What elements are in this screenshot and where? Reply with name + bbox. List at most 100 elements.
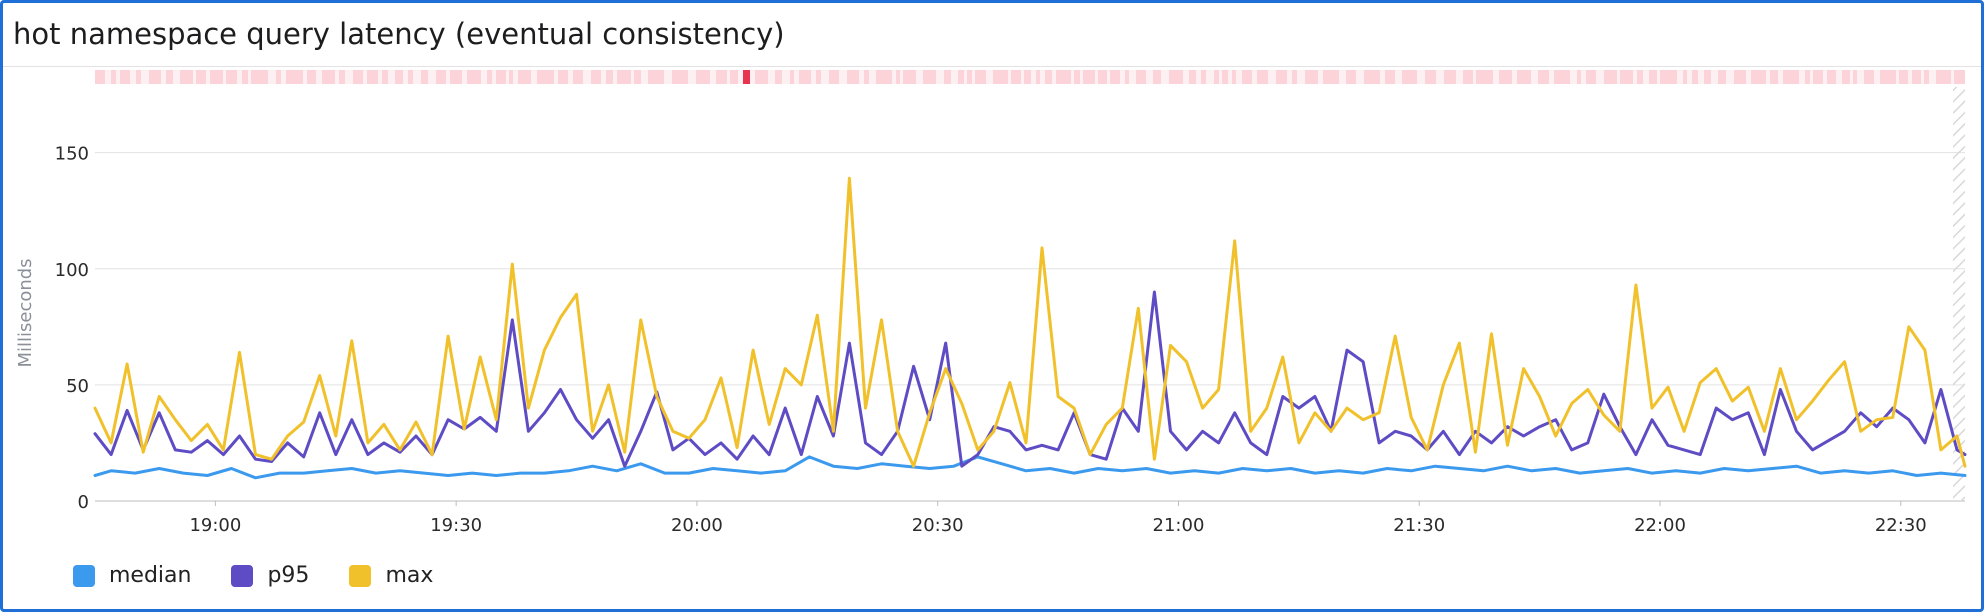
event-segment-62[interactable] <box>1036 70 1040 84</box>
event-segment-120[interactable] <box>1924 70 1929 84</box>
event-segment-10[interactable] <box>242 70 248 84</box>
event-segment-88[interactable] <box>1425 70 1436 84</box>
event-segment-102[interactable] <box>1660 70 1677 84</box>
event-segment-63[interactable] <box>1045 70 1052 84</box>
event-segment-89[interactable] <box>1444 70 1456 84</box>
event-segment-21[interactable] <box>408 70 413 84</box>
event-segment-53[interactable] <box>903 70 916 84</box>
event-segment-86[interactable] <box>1385 70 1395 84</box>
event-segment-69[interactable] <box>1125 70 1129 84</box>
event-segment-92[interactable] <box>1499 70 1512 84</box>
event-segment-105[interactable] <box>1704 70 1711 84</box>
event-segment-16[interactable] <box>339 70 345 84</box>
event-segment-39[interactable] <box>696 70 710 84</box>
event-segment-22[interactable] <box>421 70 428 84</box>
event-segment-60[interactable] <box>1011 70 1021 84</box>
event-segment-28[interactable] <box>509 70 513 84</box>
event-segment-74[interactable] <box>1201 70 1206 84</box>
event-segment-59[interactable] <box>993 70 1008 84</box>
event-segment-115[interactable] <box>1853 70 1857 84</box>
series-line-p95[interactable] <box>93 290 1967 468</box>
event-segment-25[interactable] <box>467 70 481 84</box>
event-segment-90[interactable] <box>1463 70 1473 84</box>
event-segment-94[interactable] <box>1538 70 1549 84</box>
event-segment-104[interactable] <box>1692 70 1698 84</box>
event-segment-100[interactable] <box>1637 70 1643 84</box>
event-segment-103[interactable] <box>1683 70 1687 84</box>
event-segment-80[interactable] <box>1276 70 1287 84</box>
legend-item-median[interactable]: median <box>73 563 191 588</box>
event-segment-118[interactable] <box>1899 70 1908 84</box>
event-strip[interactable] <box>95 70 1965 84</box>
event-segment-121[interactable] <box>1936 70 1951 84</box>
event-segment-81[interactable] <box>1292 70 1297 84</box>
event-segment-78[interactable] <box>1242 70 1252 84</box>
event-segment-76[interactable] <box>1222 70 1228 84</box>
event-segment-122[interactable] <box>1954 70 1965 84</box>
event-segment-44[interactable] <box>775 70 782 84</box>
event-segment-26[interactable] <box>487 70 492 84</box>
event-segment-57[interactable] <box>967 70 972 84</box>
event-segment-18[interactable] <box>367 70 378 84</box>
event-segment-30[interactable] <box>537 70 554 84</box>
event-segment-46[interactable] <box>799 70 811 84</box>
event-segment-77[interactable] <box>1232 70 1236 84</box>
event-segment-17[interactable] <box>353 70 363 84</box>
event-segment-119[interactable] <box>1912 70 1921 84</box>
event-segment-84[interactable] <box>1346 70 1356 84</box>
event-segment-20[interactable] <box>395 70 403 84</box>
event-segment-66[interactable] <box>1083 70 1095 84</box>
event-segment-54[interactable] <box>923 70 936 84</box>
event-segment-15[interactable] <box>322 70 335 84</box>
event-segment-50[interactable] <box>864 70 869 84</box>
event-segment-32[interactable] <box>573 70 583 84</box>
event-segment-1[interactable] <box>111 70 116 84</box>
legend-item-max[interactable]: max <box>349 563 433 588</box>
event-segment-75[interactable] <box>1214 70 1219 84</box>
event-segment-41[interactable] <box>730 70 738 84</box>
event-segment-109[interactable] <box>1770 70 1778 84</box>
event-segment-68[interactable] <box>1110 70 1120 84</box>
series-line-max[interactable] <box>93 176 1967 468</box>
event-segment-91[interactable] <box>1476 70 1493 84</box>
event-segment-56[interactable] <box>958 70 964 84</box>
event-segment-111[interactable] <box>1805 70 1810 84</box>
event-segment-36[interactable] <box>634 70 641 84</box>
event-segment-14[interactable] <box>307 70 316 84</box>
event-segment-101[interactable] <box>1649 70 1657 84</box>
event-segment-64[interactable] <box>1056 70 1071 84</box>
event-segment-42[interactable] <box>743 70 750 84</box>
event-segment-67[interactable] <box>1098 70 1107 84</box>
event-segment-12[interactable] <box>276 70 281 84</box>
event-segment-4[interactable] <box>149 70 161 84</box>
event-segment-29[interactable] <box>518 70 531 84</box>
event-segment-19[interactable] <box>382 70 388 84</box>
event-segment-23[interactable] <box>436 70 446 84</box>
event-segment-24[interactable] <box>450 70 462 84</box>
event-segment-96[interactable] <box>1577 70 1581 84</box>
event-segment-7[interactable] <box>196 70 206 84</box>
event-segment-113[interactable] <box>1827 70 1836 84</box>
event-segment-8[interactable] <box>210 70 223 84</box>
event-segment-51[interactable] <box>876 70 892 84</box>
event-segment-31[interactable] <box>558 70 568 84</box>
event-segment-65[interactable] <box>1074 70 1080 84</box>
event-segment-117[interactable] <box>1880 70 1896 84</box>
event-segment-93[interactable] <box>1517 70 1531 84</box>
event-segment-108[interactable] <box>1751 70 1766 84</box>
event-segment-61[interactable] <box>1024 70 1031 84</box>
event-segment-70[interactable] <box>1136 70 1146 84</box>
event-segment-95[interactable] <box>1554 70 1570 84</box>
event-segment-110[interactable] <box>1783 70 1799 84</box>
event-segment-98[interactable] <box>1604 70 1617 84</box>
event-segment-87[interactable] <box>1402 70 1417 84</box>
event-segment-9[interactable] <box>226 70 237 84</box>
event-segment-11[interactable] <box>251 70 268 84</box>
event-segment-52[interactable] <box>896 70 900 84</box>
event-segment-43[interactable] <box>755 70 768 84</box>
event-segment-58[interactable] <box>975 70 986 84</box>
event-segment-79[interactable] <box>1257 70 1268 84</box>
event-segment-45[interactable] <box>790 70 794 84</box>
event-segment-5[interactable] <box>166 70 173 84</box>
event-segment-82[interactable] <box>1305 70 1318 84</box>
